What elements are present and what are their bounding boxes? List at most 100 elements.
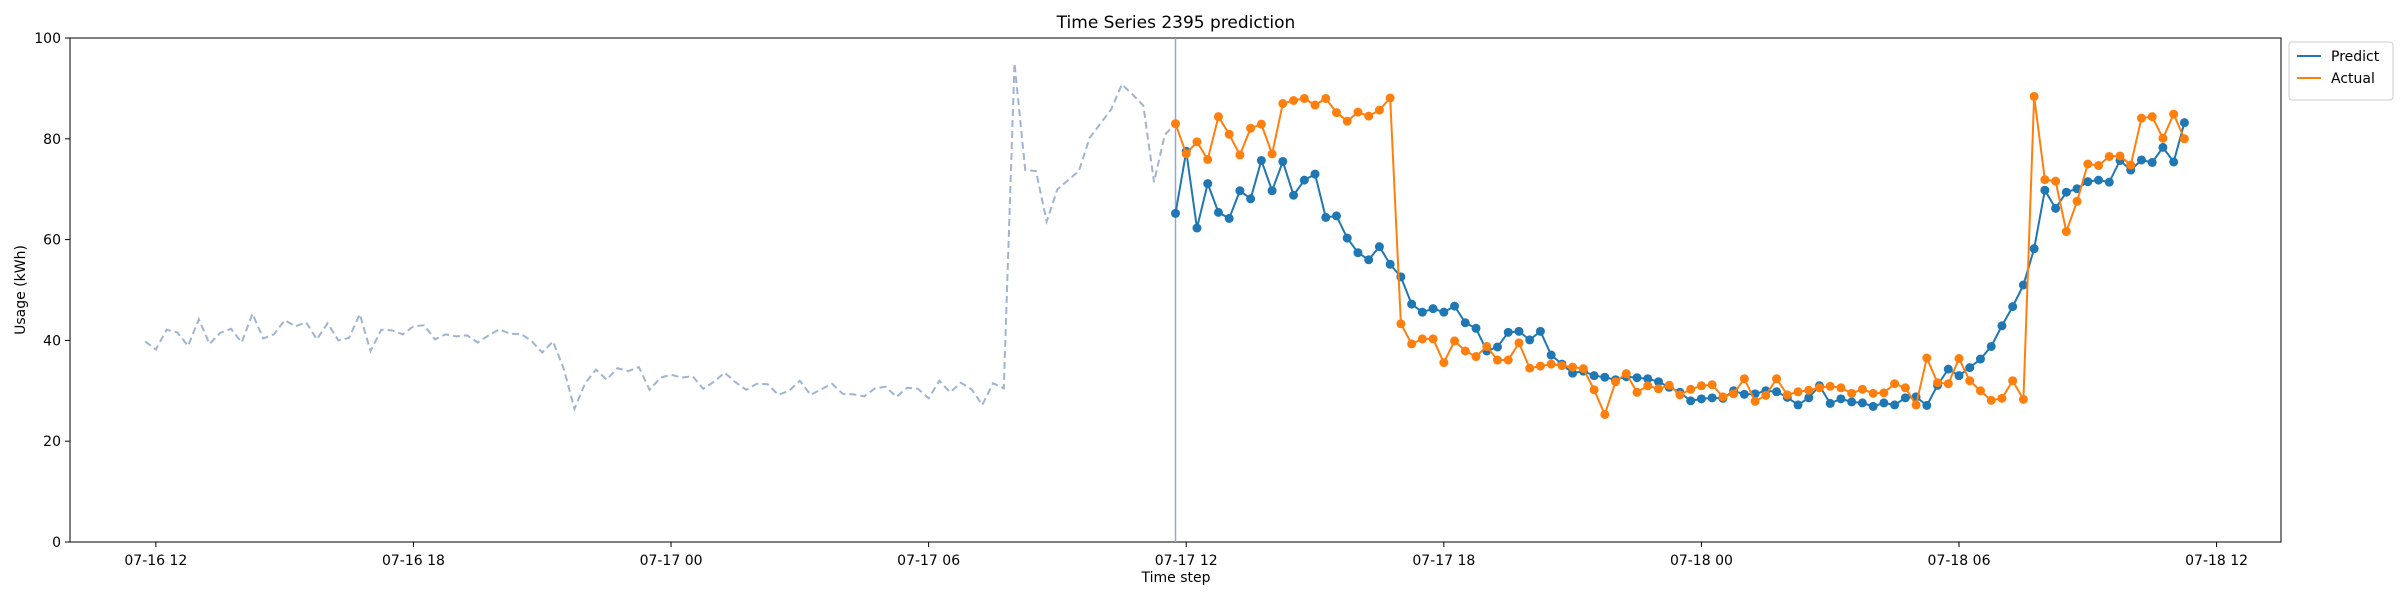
data-point-actual xyxy=(1696,381,1706,391)
data-point-actual xyxy=(1471,352,1481,362)
data-point-predict xyxy=(2136,155,2146,165)
data-point-predict xyxy=(1171,208,1180,218)
data-point-predict xyxy=(1546,350,1556,360)
data-point-actual xyxy=(1890,379,1900,389)
data-point-predict xyxy=(1321,212,1331,222)
data-point-actual xyxy=(1374,105,1384,115)
data-point-predict xyxy=(2029,244,2039,254)
data-point-actual xyxy=(2029,91,2039,101)
data-point-predict xyxy=(1900,393,1910,403)
data-point-actual xyxy=(1975,386,1985,396)
x-tick-label: 07-18 00 xyxy=(1670,553,1733,569)
data-point-actual xyxy=(1396,319,1406,329)
data-point-predict xyxy=(1804,393,1814,403)
data-point-predict xyxy=(2169,157,2179,167)
y-tick-label: 40 xyxy=(43,333,61,349)
data-point-actual xyxy=(2061,227,2071,237)
data-point-actual xyxy=(1868,388,1878,398)
data-point-actual xyxy=(1578,364,1588,374)
data-point-actual xyxy=(1750,396,1760,406)
data-point-actual xyxy=(1235,150,1245,160)
data-point-predict xyxy=(1342,233,1352,243)
data-point-predict xyxy=(1514,326,1524,336)
y-tick-label: 80 xyxy=(43,132,61,148)
data-point-actual xyxy=(1364,111,1374,121)
data-point-actual xyxy=(2147,112,2157,122)
data-point-predict xyxy=(1772,387,1782,397)
data-point-predict xyxy=(1868,401,1878,411)
data-point-predict xyxy=(1503,327,1513,337)
data-point-actual xyxy=(1965,376,1975,386)
data-point-actual xyxy=(1718,392,1728,402)
x-tick-label: 07-17 00 xyxy=(640,553,703,569)
chart-title: Time Series 2395 prediction xyxy=(1056,13,1296,33)
data-point-actual xyxy=(1836,383,1846,393)
x-axis-label: Time step xyxy=(1141,570,1211,586)
data-point-predict xyxy=(2008,302,2018,312)
data-point-actual xyxy=(1664,380,1674,390)
data-point-actual xyxy=(1492,355,1502,365)
data-point-actual xyxy=(2094,161,2104,171)
data-point-predict xyxy=(1203,179,1213,189)
data-point-predict xyxy=(1246,194,1256,204)
data-point-actual xyxy=(2136,113,2146,123)
legend-label-predict: Predict xyxy=(2331,49,2380,65)
data-point-actual xyxy=(1460,346,1470,356)
legend: Predict Actual xyxy=(2288,41,2394,101)
y-tick-label: 100 xyxy=(34,31,61,47)
data-point-predict xyxy=(1890,400,1900,410)
data-point-predict xyxy=(1192,223,1202,233)
data-point-predict xyxy=(1643,374,1653,384)
data-point-predict xyxy=(1997,321,2007,331)
data-point-predict xyxy=(1235,186,1245,196)
data-point-actual xyxy=(1535,361,1545,371)
data-point-actual xyxy=(1321,93,1331,103)
data-point-actual xyxy=(1385,93,1395,103)
data-point-actual xyxy=(2040,175,2050,185)
data-point-predict xyxy=(2147,157,2157,167)
data-point-predict xyxy=(1492,342,1502,352)
data-point-actual xyxy=(1267,149,1277,159)
data-point-predict xyxy=(1696,394,1706,404)
data-point-predict xyxy=(1450,301,1460,311)
data-point-actual xyxy=(1224,129,1234,139)
data-point-actual xyxy=(1546,359,1556,369)
data-point-actual xyxy=(1675,390,1685,400)
data-point-actual xyxy=(2051,176,2061,186)
data-point-actual xyxy=(1256,119,1266,129)
data-point-predict xyxy=(1986,341,1996,351)
data-point-actual xyxy=(1557,361,1567,371)
data-point-predict xyxy=(1310,169,1320,179)
data-point-actual xyxy=(1589,385,1599,395)
data-point-actual xyxy=(2072,196,2082,206)
data-point-predict xyxy=(1943,364,1953,374)
data-point-predict xyxy=(2094,175,2104,185)
data-point-predict xyxy=(1213,207,1223,217)
legend-label-actual: Actual xyxy=(2331,71,2375,87)
data-point-predict xyxy=(2061,187,2071,197)
data-point-actual xyxy=(1954,354,1964,364)
x-tick-label: 07-17 06 xyxy=(897,553,960,569)
data-point-actual xyxy=(1986,395,1996,405)
data-point-actual xyxy=(1814,383,1824,393)
data-point-actual xyxy=(1171,119,1180,129)
data-point-actual xyxy=(1793,387,1803,397)
x-tick-label: 07-17 18 xyxy=(1412,553,1475,569)
data-point-actual xyxy=(1611,377,1621,387)
data-point-predict xyxy=(1407,299,1417,309)
plot-area: 0 20 40 60 80 100 07-16 12 07-16 18 07-17 00 07-1… xyxy=(34,31,2282,569)
data-point-predict xyxy=(2051,203,2061,213)
data-point-actual xyxy=(1289,96,1299,105)
data-point-actual xyxy=(1686,384,1696,394)
data-point-actual xyxy=(1342,116,1352,126)
data-point-actual xyxy=(1310,100,1320,110)
data-point-predict xyxy=(1439,307,1449,317)
data-point-actual xyxy=(2104,151,2114,161)
data-point-predict xyxy=(1632,373,1642,383)
data-point-actual xyxy=(1621,369,1631,379)
data-point-actual xyxy=(1450,336,1460,346)
data-point-actual xyxy=(1857,384,1867,394)
data-point-actual xyxy=(1900,383,1910,393)
data-point-actual xyxy=(2169,109,2179,119)
data-point-actual xyxy=(1643,381,1653,391)
